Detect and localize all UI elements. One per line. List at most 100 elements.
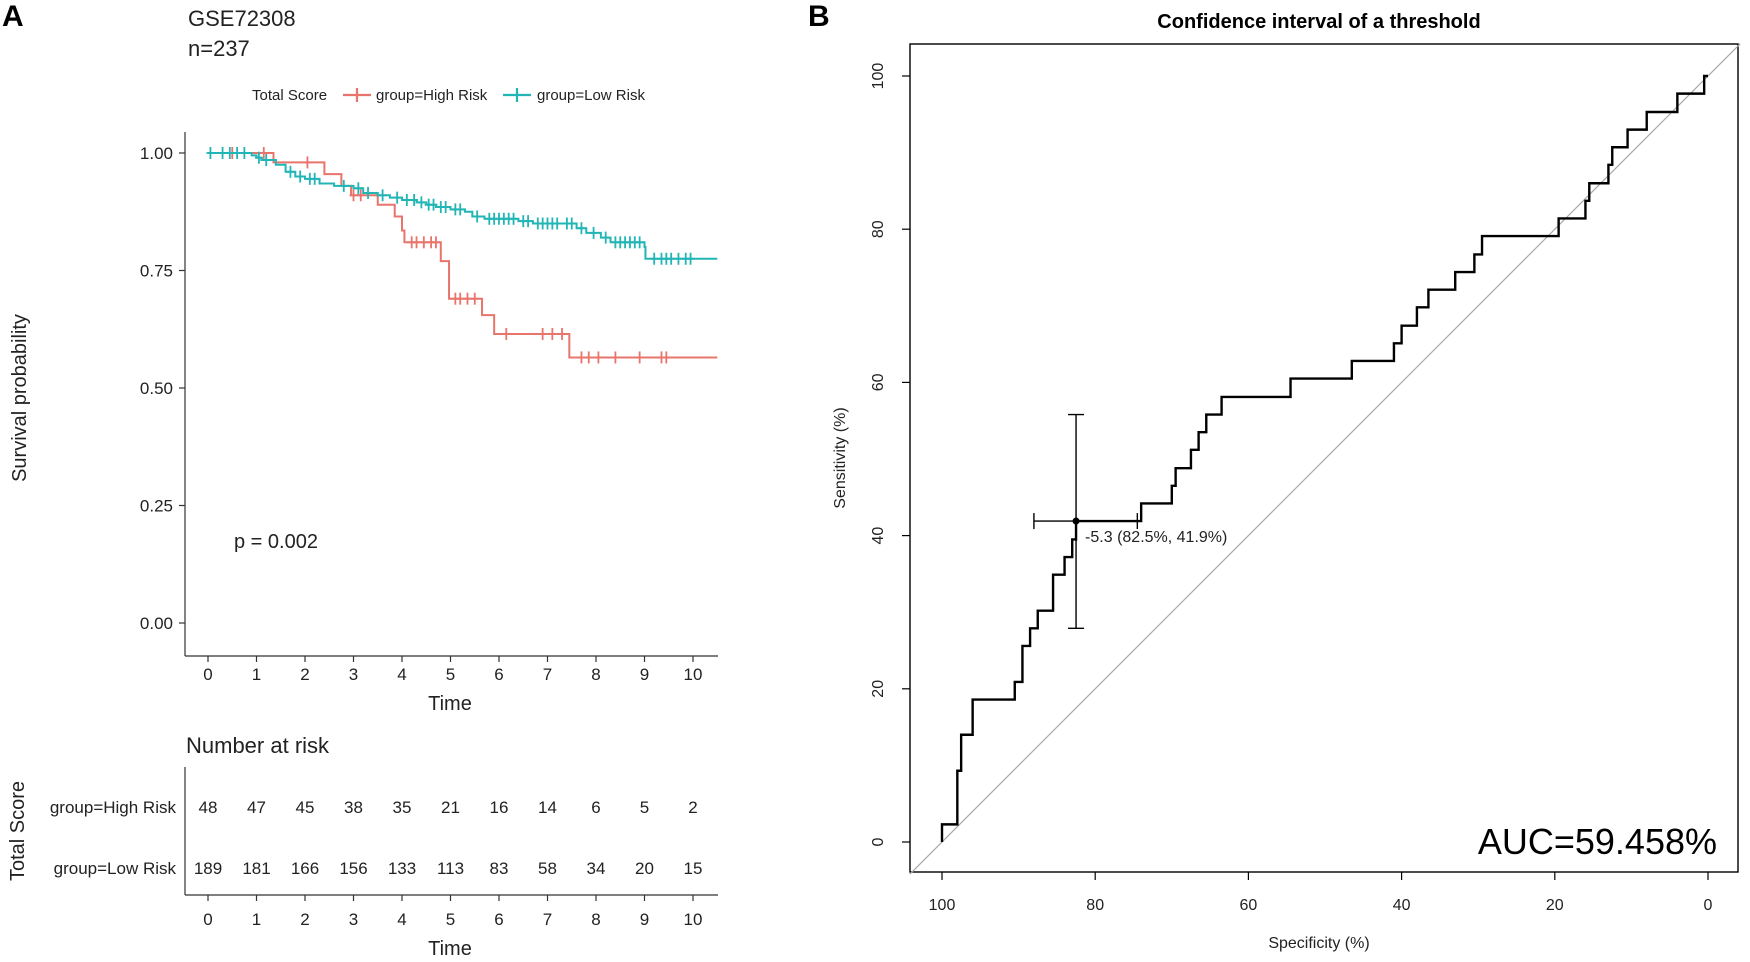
km-x-tick-label: 7 [543,665,552,684]
panel-a-label: A [2,0,24,33]
roc-y-axis-title: Sensitivity (%) [832,407,849,508]
km-legend-low-label: group=Low Risk [537,87,645,104]
risk-y-axis-title: Total Score [7,781,29,881]
roc-threshold-label: -5.3 (82.5%, 41.9%) [1085,529,1227,546]
risk-x-tick-label: 2 [300,910,309,929]
roc-diagonal-reference [909,43,1741,875]
risk-x-tick-label: 6 [494,910,503,929]
roc-plot: 100 80 60 40 20 0 0 20 40 60 80 100 -5.3 (82.5%, 41… [832,43,1741,952]
risk-row-label-low: group=Low Risk [54,859,177,878]
km-legend-high-label: group=High Risk [376,87,488,104]
km-y-ticks: 0.00 0.25 0.50 0.75 1.00 [140,144,185,633]
risk-cell: 58 [538,859,557,878]
roc-threshold-point [1072,517,1080,525]
risk-x-tick-label: 9 [640,910,649,929]
risk-cell: 34 [587,859,606,878]
roc-auc-label: AUC=59.458% [1478,821,1717,862]
km-y-axis-title: Survival probability [9,314,31,482]
roc-curve [940,74,1708,842]
risk-cell: 15 [684,859,703,878]
km-x-tick-label: 8 [591,665,600,684]
roc-y-tick-label: 20 [870,680,887,698]
km-x-tick-label: 9 [640,665,649,684]
km-x-tick-label: 3 [349,665,358,684]
roc-title: Confidence interval of a threshold [1157,11,1480,33]
roc-x-tick-label: 100 [929,897,956,914]
km-plot: 0.00 0.25 0.50 0.75 1.00 0 1 2 3 4 5 6 7 8 9 10 Time S… [9,132,718,715]
km-x-tick-label: 4 [397,665,406,684]
risk-x-ticks: 0 1 2 3 4 5 6 7 8 9 10 [203,895,702,929]
risk-x-tick-label: 5 [446,910,455,929]
roc-threshold-ci [1033,413,1139,629]
km-pvalue: p = 0.002 [234,531,318,553]
km-x-ticks: 0 1 2 3 4 5 6 7 8 9 10 [203,656,702,684]
km-y-tick-label: 0.50 [140,379,173,398]
risk-cell: 14 [538,798,557,817]
roc-ticks: 100 80 60 40 20 0 0 20 40 60 80 100 [870,63,1713,914]
risk-cell: 48 [199,798,218,817]
km-x-axis-title: Time [428,693,472,715]
risk-x-tick-label: 1 [252,910,261,929]
risk-cell: 156 [339,859,367,878]
km-legend: Total Score group=High Risk group=Low Ri… [252,87,645,104]
risk-cell: 166 [291,859,319,878]
km-legend-high-key [343,88,371,102]
risk-cell: 38 [344,798,363,817]
panel-b-label: B [808,0,830,33]
km-y-tick-label: 0.00 [140,614,173,633]
km-curve-high [208,152,718,359]
km-legend-title: Total Score [252,87,327,104]
risk-cell: 2 [688,798,697,817]
risk-cell: 133 [388,859,416,878]
roc-y-tick-label: 60 [870,373,887,391]
risk-x-tick-label: 0 [203,910,212,929]
risk-x-tick-label: 3 [349,910,358,929]
km-series [206,147,718,364]
roc-x-tick-label: 80 [1086,897,1104,914]
risk-row-label-high: group=High Risk [50,798,177,817]
risk-cell: 16 [490,798,509,817]
roc-x-tick-label: 0 [1704,897,1713,914]
roc-x-axis-title: Specificity (%) [1268,935,1369,952]
risk-cell: 20 [635,859,654,878]
km-x-tick-label: 1 [252,665,261,684]
km-title-n: n=237 [188,36,250,61]
risk-cell: 47 [247,798,266,817]
risk-cell: 45 [296,798,315,817]
km-y-tick-label: 1.00 [140,144,173,163]
risk-x-tick-label: 8 [591,910,600,929]
km-legend-low-key [503,88,531,102]
risk-cell: 189 [194,859,222,878]
risk-cell: 83 [490,859,509,878]
risk-x-axis-title: Time [428,938,472,960]
km-y-tick-label: 0.75 [140,262,173,281]
risk-cell: 5 [640,798,649,817]
km-y-tick-label: 0.25 [140,497,173,516]
km-x-tick-label: 2 [300,665,309,684]
km-curve-low [208,152,718,260]
km-x-tick-label: 6 [494,665,503,684]
roc-y-tick-label: 80 [870,220,887,238]
km-x-tick-label: 10 [684,665,703,684]
roc-x-tick-label: 20 [1546,897,1564,914]
km-title-dataset: GSE72308 [188,6,296,31]
risk-cell: 35 [393,798,412,817]
risk-x-tick-label: 10 [684,910,703,929]
risk-cell: 6 [591,798,600,817]
roc-x-tick-label: 60 [1240,897,1258,914]
risk-table-cells: 48 47 45 38 35 21 16 14 6 5 2 189 181 166 156 133 113 83 5… [194,798,703,878]
roc-plot-frame [909,43,1739,873]
risk-x-tick-label: 4 [397,910,406,929]
risk-cell: 181 [242,859,270,878]
risk-cell: 113 [437,859,464,878]
risk-cell: 21 [441,798,460,817]
risk-table-title: Number at risk [186,733,330,758]
roc-y-tick-label: 0 [870,837,887,846]
risk-table: Number at risk group=High Risk group=Low… [7,733,718,960]
risk-x-tick-label: 7 [543,910,552,929]
roc-y-tick-label: 100 [870,63,887,90]
roc-x-tick-label: 40 [1393,897,1411,914]
km-x-tick-label: 0 [203,665,212,684]
roc-y-tick-label: 40 [870,527,887,545]
